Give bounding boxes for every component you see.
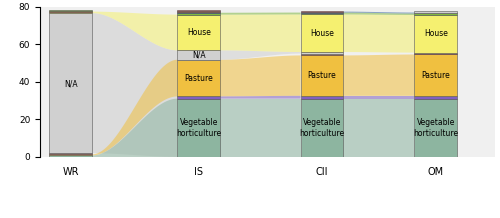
Polygon shape [92, 60, 178, 155]
Bar [300, 12, 344, 13]
Bar [50, 10, 92, 11]
Bar [178, 11, 220, 12]
Bar [50, 12, 92, 13]
Bar [178, 13, 220, 15]
Polygon shape [344, 96, 414, 99]
Bar [178, 10, 220, 11]
Bar [414, 15, 457, 53]
Bar [300, 11, 344, 12]
Polygon shape [344, 14, 414, 53]
Polygon shape [220, 99, 300, 157]
Bar [300, 54, 344, 55]
Bar [414, 14, 457, 15]
Bar [50, 153, 92, 154]
Bar [178, 12, 220, 13]
Bar [178, 60, 220, 96]
Bar [414, 11, 457, 13]
Polygon shape [344, 12, 414, 14]
Bar [414, 13, 457, 14]
Text: Vegetable
horticulture: Vegetable horticulture [413, 118, 459, 138]
Bar [300, 14, 344, 52]
Polygon shape [220, 96, 300, 99]
Bar [300, 96, 344, 99]
Bar [50, 13, 92, 153]
Polygon shape [344, 54, 414, 96]
Text: Pasture: Pasture [184, 74, 213, 83]
Bar [300, 99, 344, 157]
Bar [300, 13, 344, 14]
Text: Vegetable
horticulture: Vegetable horticulture [300, 118, 344, 138]
Text: N/A: N/A [64, 79, 78, 88]
Polygon shape [220, 50, 300, 60]
Bar [414, 54, 457, 96]
Text: Pasture: Pasture [308, 71, 336, 80]
Bar [50, 154, 92, 155]
Bar [178, 99, 220, 157]
Bar [300, 52, 344, 54]
Text: Vegetable
horticulture: Vegetable horticulture [176, 118, 222, 138]
Bar [178, 96, 220, 99]
Polygon shape [344, 99, 414, 157]
Polygon shape [220, 14, 300, 52]
Polygon shape [92, 99, 178, 157]
Text: N/A: N/A [192, 51, 205, 60]
Polygon shape [92, 13, 178, 157]
Bar [300, 55, 344, 96]
Text: House: House [310, 29, 334, 38]
Bar [50, 155, 92, 157]
Text: Pasture: Pasture [422, 71, 450, 80]
Polygon shape [220, 13, 300, 15]
Bar [414, 53, 457, 54]
Text: House: House [424, 29, 448, 38]
Text: House: House [187, 28, 210, 37]
Polygon shape [92, 12, 178, 50]
Bar [414, 99, 457, 157]
Polygon shape [344, 13, 414, 15]
Bar [178, 15, 220, 50]
Bar [414, 96, 457, 99]
Polygon shape [220, 55, 300, 96]
Bar [178, 50, 220, 60]
Bar [50, 11, 92, 12]
